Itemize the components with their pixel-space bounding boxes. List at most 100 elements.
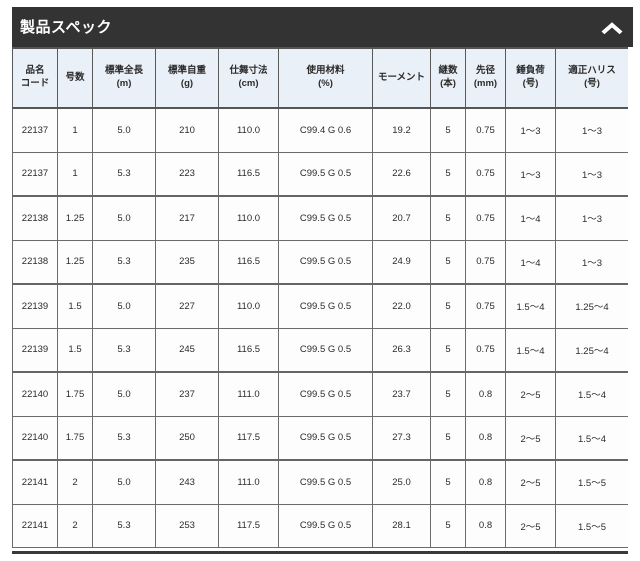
table-cell: 28.1 <box>372 503 431 548</box>
column-header-unit: (mm) <box>473 78 498 89</box>
table-cell: 22138 <box>12 239 58 285</box>
table-cell: 2～5 <box>505 459 556 505</box>
table-cell: 1.25 <box>57 195 93 241</box>
table-cell: 116.5 <box>218 151 279 197</box>
table-cell: 20.7 <box>372 195 431 241</box>
table-cell: 22139 <box>12 283 58 329</box>
table-cell: 1～4 <box>505 195 556 241</box>
column-header-3: 標準自重 (g) <box>155 47 219 109</box>
table-cell: 110.0 <box>218 195 279 241</box>
column-header-7: 継数 (本) <box>430 47 466 109</box>
table-cell: 117.5 <box>218 415 279 461</box>
column-header-0: 品名 コード <box>12 47 58 109</box>
table-cell: 0.75 <box>465 151 506 197</box>
table-cell: 1～3 <box>555 107 628 153</box>
column-header-label: 適正ハリス <box>568 65 616 77</box>
table-cell: 5 <box>430 107 466 153</box>
column-header-unit: (本) <box>440 78 456 89</box>
table-cell: 243 <box>155 459 219 505</box>
table-cell: C99.5 G 0.5 <box>278 239 373 285</box>
table-cell: 1.5～5 <box>555 503 628 548</box>
table-cell: 1.25 <box>57 239 93 285</box>
table-cell: 5 <box>430 151 466 197</box>
table-cell: 210 <box>155 107 219 153</box>
table-cell: 5.0 <box>92 195 156 241</box>
table-cell: 0.75 <box>465 283 506 329</box>
table-cell: 22.0 <box>372 283 431 329</box>
table-cell: C99.5 G 0.5 <box>278 371 373 417</box>
table-cell: C99.5 G 0.5 <box>278 415 373 461</box>
table-cell: 2～5 <box>505 371 556 417</box>
table-row: 22139 1.5 5.3 245 116.5 C99.5 G 0.5 26.3 5 0.75 1… <box>12 327 628 373</box>
table-cell: C99.5 G 0.5 <box>278 195 373 241</box>
table-cell: 5 <box>430 371 466 417</box>
column-header-10: 適正ハリス (号) <box>555 47 628 109</box>
chevron-up-icon[interactable] <box>591 7 633 47</box>
header-row: 品名 コード 号数 標準全長 (m) 標準自重 (g) 仕舞寸法 (cm) 使用材料 (%) モーメン… <box>12 47 628 109</box>
table-cell: 227 <box>155 283 219 329</box>
table-cell: 0.75 <box>465 107 506 153</box>
column-header-label: 継数 <box>438 65 458 77</box>
column-header-unit: (m) <box>116 78 132 89</box>
column-header-unit: (g) <box>180 78 194 89</box>
table-cell: 217 <box>155 195 219 241</box>
spec-table: 品名 コード 号数 標準全長 (m) 標準自重 (g) 仕舞寸法 (cm) 使用材料 (%) モーメン… <box>12 47 628 548</box>
column-header-label: 先径 <box>475 65 495 77</box>
table-cell: 2～5 <box>505 503 556 548</box>
table-cell: C99.5 G 0.5 <box>278 283 373 329</box>
column-header-unit: (cm) <box>238 78 259 89</box>
table-cell: 1.75 <box>57 415 93 461</box>
table-cell: 5 <box>430 459 466 505</box>
table-cell: 5.3 <box>92 239 156 285</box>
table-cell: 1.25～4 <box>555 283 628 329</box>
table-cell: 0.8 <box>465 415 506 461</box>
panel-header-bar[interactable]: 製品スペック <box>0 0 640 47</box>
table-cell: 5.0 <box>92 459 156 505</box>
column-header-label: 使用材料 <box>306 65 345 77</box>
table-cell: C99.5 G 0.5 <box>278 327 373 373</box>
column-header-label-line2: コード <box>20 78 50 89</box>
table-cell: 111.0 <box>218 459 279 505</box>
table-cell: 0.8 <box>465 459 506 505</box>
column-header-8: 先径 (mm) <box>465 47 506 109</box>
table-cell: 1.5～5 <box>555 459 628 505</box>
table-cell: 5.0 <box>92 107 156 153</box>
table-row: 22141 2 5.3 253 117.5 C99.5 G 0.5 28.1 5 0.8 2～5 1… <box>12 503 628 548</box>
column-header-unit: (号) <box>522 78 539 89</box>
table-cell: 5 <box>430 327 466 373</box>
spec-table-head: 品名 コード 号数 標準全長 (m) 標準自重 (g) 仕舞寸法 (cm) 使用材料 (%) モーメン… <box>12 47 628 109</box>
table-cell: 111.0 <box>218 371 279 417</box>
table-cell: 1.5 <box>57 283 93 329</box>
table-cell: 5 <box>430 239 466 285</box>
table-cell: 27.3 <box>372 415 431 461</box>
table-cell: C99.4 G 0.6 <box>278 107 373 153</box>
table-cell: 235 <box>155 239 219 285</box>
table-cell: 0.8 <box>465 503 506 548</box>
table-cell: 1.5～4 <box>505 327 556 373</box>
table-cell: 5 <box>430 415 466 461</box>
table-cell: 1～3 <box>555 151 628 197</box>
table-cell: 245 <box>155 327 219 373</box>
table-cell: 22140 <box>12 371 58 417</box>
table-cell: 5.0 <box>92 283 156 329</box>
table-cell: C99.5 G 0.5 <box>278 459 373 505</box>
table-row: 22141 2 5.0 243 111.0 C99.5 G 0.5 25.0 5 0.8 2～5 1… <box>12 459 628 505</box>
table-cell: 116.5 <box>218 327 279 373</box>
table-cell: 110.0 <box>218 107 279 153</box>
table-cell: 1.5～4 <box>555 415 628 461</box>
table-cell: 1.25～4 <box>555 327 628 373</box>
table-cell: 253 <box>155 503 219 548</box>
table-cell: 0.75 <box>465 239 506 285</box>
panel-title: 製品スペック <box>20 18 112 36</box>
table-cell: 2 <box>57 459 93 505</box>
table-cell: 19.2 <box>372 107 431 153</box>
table-cell: 1 <box>57 151 93 197</box>
column-header-label: 標準自重 <box>167 65 206 77</box>
table-row: 22138 1.25 5.3 235 116.5 C99.5 G 0.5 24.9 5 0.75… <box>12 239 628 285</box>
table-cell: 0.75 <box>465 327 506 373</box>
table-cell: 1 <box>57 107 93 153</box>
table-row: 22137 1 5.0 210 110.0 C99.4 G 0.6 19.2 5 0.75 1～3… <box>12 107 628 153</box>
spec-table-container: 品名 コード 号数 標準全長 (m) 標準自重 (g) 仕舞寸法 (cm) 使用材料 (%) モーメン… <box>12 47 628 554</box>
column-header-label: 標準全長 <box>104 65 143 77</box>
table-row: 22139 1.5 5.0 227 110.0 C99.5 G 0.5 22.0 5 0.75 1… <box>12 283 628 329</box>
